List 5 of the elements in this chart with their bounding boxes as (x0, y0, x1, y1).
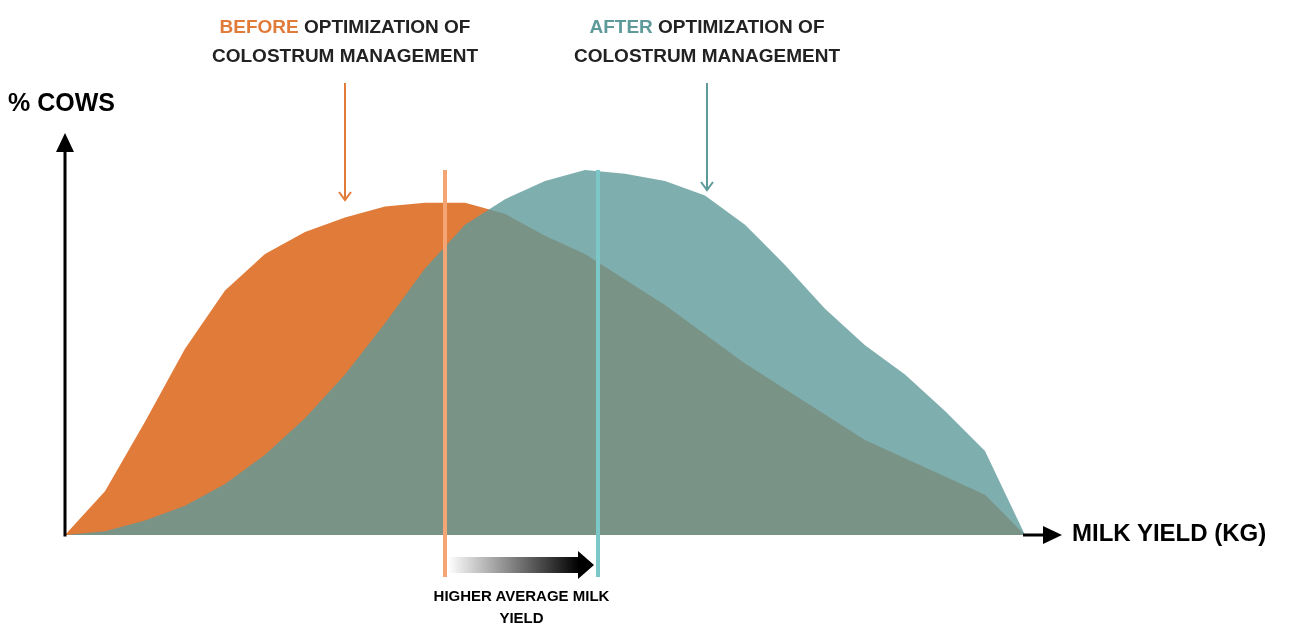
y-axis-title: % COWS (8, 88, 115, 117)
text: HIGHER AVERAGE MILK YIELD (432, 586, 611, 628)
text: BEFORE OPTIMIZATION OF COLOSTRUM MANAGEMENT (211, 15, 479, 68)
text: AFTER OPTIMIZATION OF COLOSTRUM MANAGEMENT (573, 15, 841, 68)
x-axis-title: MILK YIELD (KG) (1072, 519, 1267, 547)
